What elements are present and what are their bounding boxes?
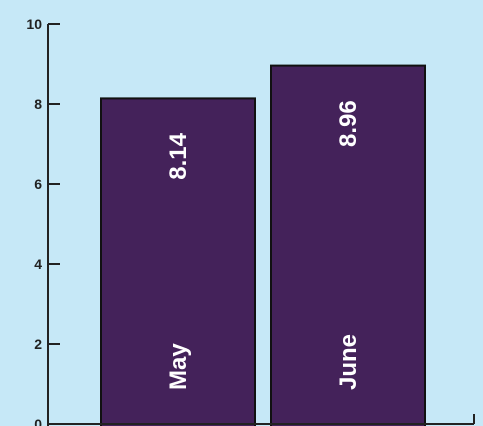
y-tick-label: 2	[34, 336, 42, 352]
y-tick-label: 8	[34, 96, 42, 112]
bar-june	[270, 64, 426, 426]
bar-category-label: May	[165, 343, 192, 390]
y-tick-label: 6	[34, 176, 42, 192]
bar-category-label: June	[335, 334, 362, 390]
y-tick-label: 0	[34, 416, 42, 426]
bar-value-label: 8.96	[335, 100, 362, 147]
bar-value-label: 8.14	[165, 132, 192, 179]
y-tick-label: 10	[26, 16, 42, 32]
y-tick-label: 4	[34, 256, 42, 272]
bar-may	[100, 97, 256, 426]
